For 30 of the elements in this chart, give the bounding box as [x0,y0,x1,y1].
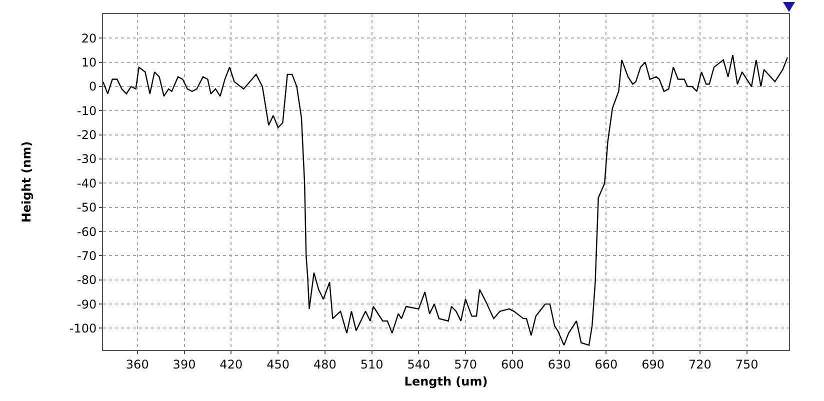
x-tick-label: 600 [500,357,524,372]
y-tick-label: 0 [88,80,97,94]
x-tick-label: 540 [407,357,430,372]
y-tick-label: -40 [76,176,97,190]
y-tick-label: -10 [76,104,97,118]
x-tick-label: 390 [172,357,196,372]
y-tick-label: -100 [69,321,97,336]
x-tick-label: 720 [688,357,712,372]
x-tick-label: 660 [594,357,618,372]
y-tick-label: -20 [76,128,97,142]
y-tick-label: 20 [81,31,97,46]
x-tick-label: 360 [126,357,149,372]
x-tick-label: 690 [642,357,665,372]
y-tick-label: -80 [76,273,97,288]
line-series [103,54,788,346]
x-tick-label: 450 [266,357,290,372]
y-tick-label: -70 [76,248,97,263]
x-tick-label: 480 [313,357,336,372]
x-tick-label: 510 [360,357,384,372]
x-axis-title: Length (um) [404,374,488,388]
y-tick-label: -60 [76,224,97,239]
x-tick-label: 420 [220,357,243,372]
y-tick-label: 10 [81,56,97,70]
y-tick-label: -90 [76,297,97,312]
x-tick-label: 570 [454,357,477,372]
y-axis-title: Height (nm) [20,141,34,223]
y-tick-label: -30 [76,152,97,166]
x-tick-label: 750 [735,357,758,372]
x-tick-label: 630 [548,357,571,372]
y-tick-label: -50 [76,200,97,215]
